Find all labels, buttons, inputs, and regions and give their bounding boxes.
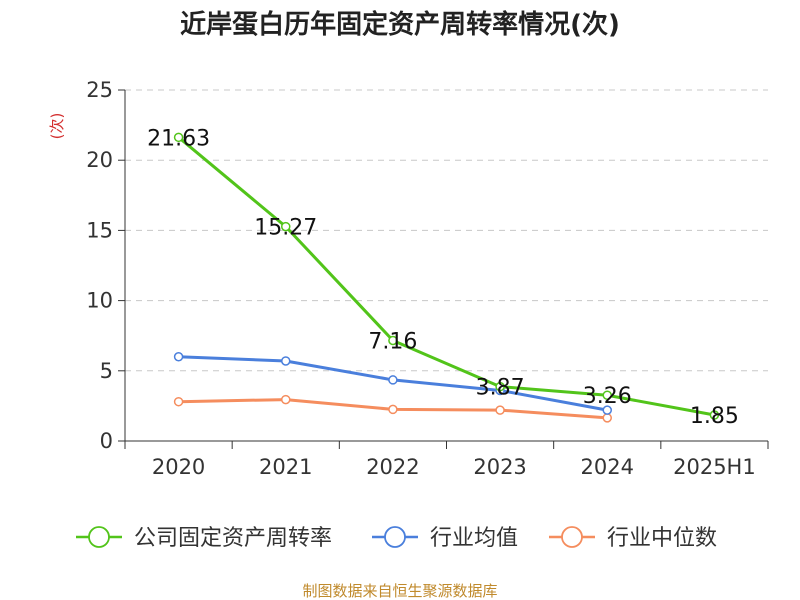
x-tick-label-2024: 2024 xyxy=(581,455,634,479)
y-axis-label: (次) xyxy=(48,113,66,140)
legend-marker xyxy=(384,526,406,548)
x-tick-label-2021: 2021 xyxy=(259,455,312,479)
axes: 0 5 10 15 20 25 2020 2021 2022 2023 2024 2025H1 xyxy=(86,78,769,479)
data-label-2020: 21.63 xyxy=(147,126,210,151)
series-0-point-0[interactable] xyxy=(173,132,184,143)
y-tick-label: 20 xyxy=(86,148,113,172)
x-tick-label-2023: 2023 xyxy=(473,455,526,479)
series-0-point-2[interactable] xyxy=(388,335,398,346)
y-tick-label: 15 xyxy=(86,218,113,242)
y-tick-label: 5 xyxy=(100,359,113,383)
series-2-point-2[interactable] xyxy=(388,404,398,415)
data-label-2024: 3.26 xyxy=(583,384,632,409)
legend-item-2[interactable]: 行业中位数 xyxy=(549,526,717,551)
legend-label: 行业均值 xyxy=(430,526,518,551)
series-line-0 xyxy=(177,136,715,417)
legend-item-0[interactable]: 公司固定资产周转率 xyxy=(76,526,332,551)
data-label-2021: 15.27 xyxy=(254,216,317,241)
series-2 xyxy=(173,394,612,423)
legend-marker xyxy=(561,526,583,548)
data-label-2025H1: 1.85 xyxy=(690,404,739,429)
grid-lines xyxy=(125,89,768,372)
legend-item-1[interactable]: 行业均值 xyxy=(372,526,518,551)
source-note: 制图数据来自恒生聚源数据库 xyxy=(302,582,497,600)
chart-title: 近岸蛋白历年固定资产周转率情况(次) xyxy=(180,9,620,40)
series-1-point-4[interactable] xyxy=(602,405,612,415)
y-tick-label: 10 xyxy=(86,289,113,313)
data-label-2022: 7.16 xyxy=(368,329,417,354)
series-0-point-5[interactable] xyxy=(709,410,720,420)
x-tick-label-2025H1: 2025H1 xyxy=(673,455,756,479)
x-tick-label-2020: 2020 xyxy=(152,455,205,479)
data-label-2023: 3.87 xyxy=(476,376,525,401)
series-2-point-4[interactable] xyxy=(602,413,612,423)
series-2-point-0[interactable] xyxy=(173,396,184,407)
series-lines xyxy=(173,132,720,423)
x-tick-label-2022: 2022 xyxy=(366,455,419,479)
series-0 xyxy=(173,132,720,420)
y-tick-label: 25 xyxy=(86,78,113,102)
series-2-point-3[interactable] xyxy=(495,405,505,415)
series-1-point-0[interactable] xyxy=(173,352,184,362)
legend[interactable]: 公司固定资产周转率 行业均值 行业中位数 xyxy=(76,526,717,551)
series-1-point-2[interactable] xyxy=(388,375,398,385)
series-0-point-4[interactable] xyxy=(602,390,612,400)
data-labels: 21.63 15.27 7.16 3.87 3.26 1.85 xyxy=(147,126,739,429)
legend-label: 公司固定资产周转率 xyxy=(134,526,332,551)
series-0-point-3[interactable] xyxy=(495,381,505,392)
legend-marker xyxy=(88,526,110,548)
series-0-point-1[interactable] xyxy=(281,221,291,232)
series-2-point-1[interactable] xyxy=(281,394,291,405)
series-1-point-1[interactable] xyxy=(281,356,291,366)
legend-label: 行业中位数 xyxy=(607,526,717,551)
y-tick-label: 0 xyxy=(100,429,113,453)
